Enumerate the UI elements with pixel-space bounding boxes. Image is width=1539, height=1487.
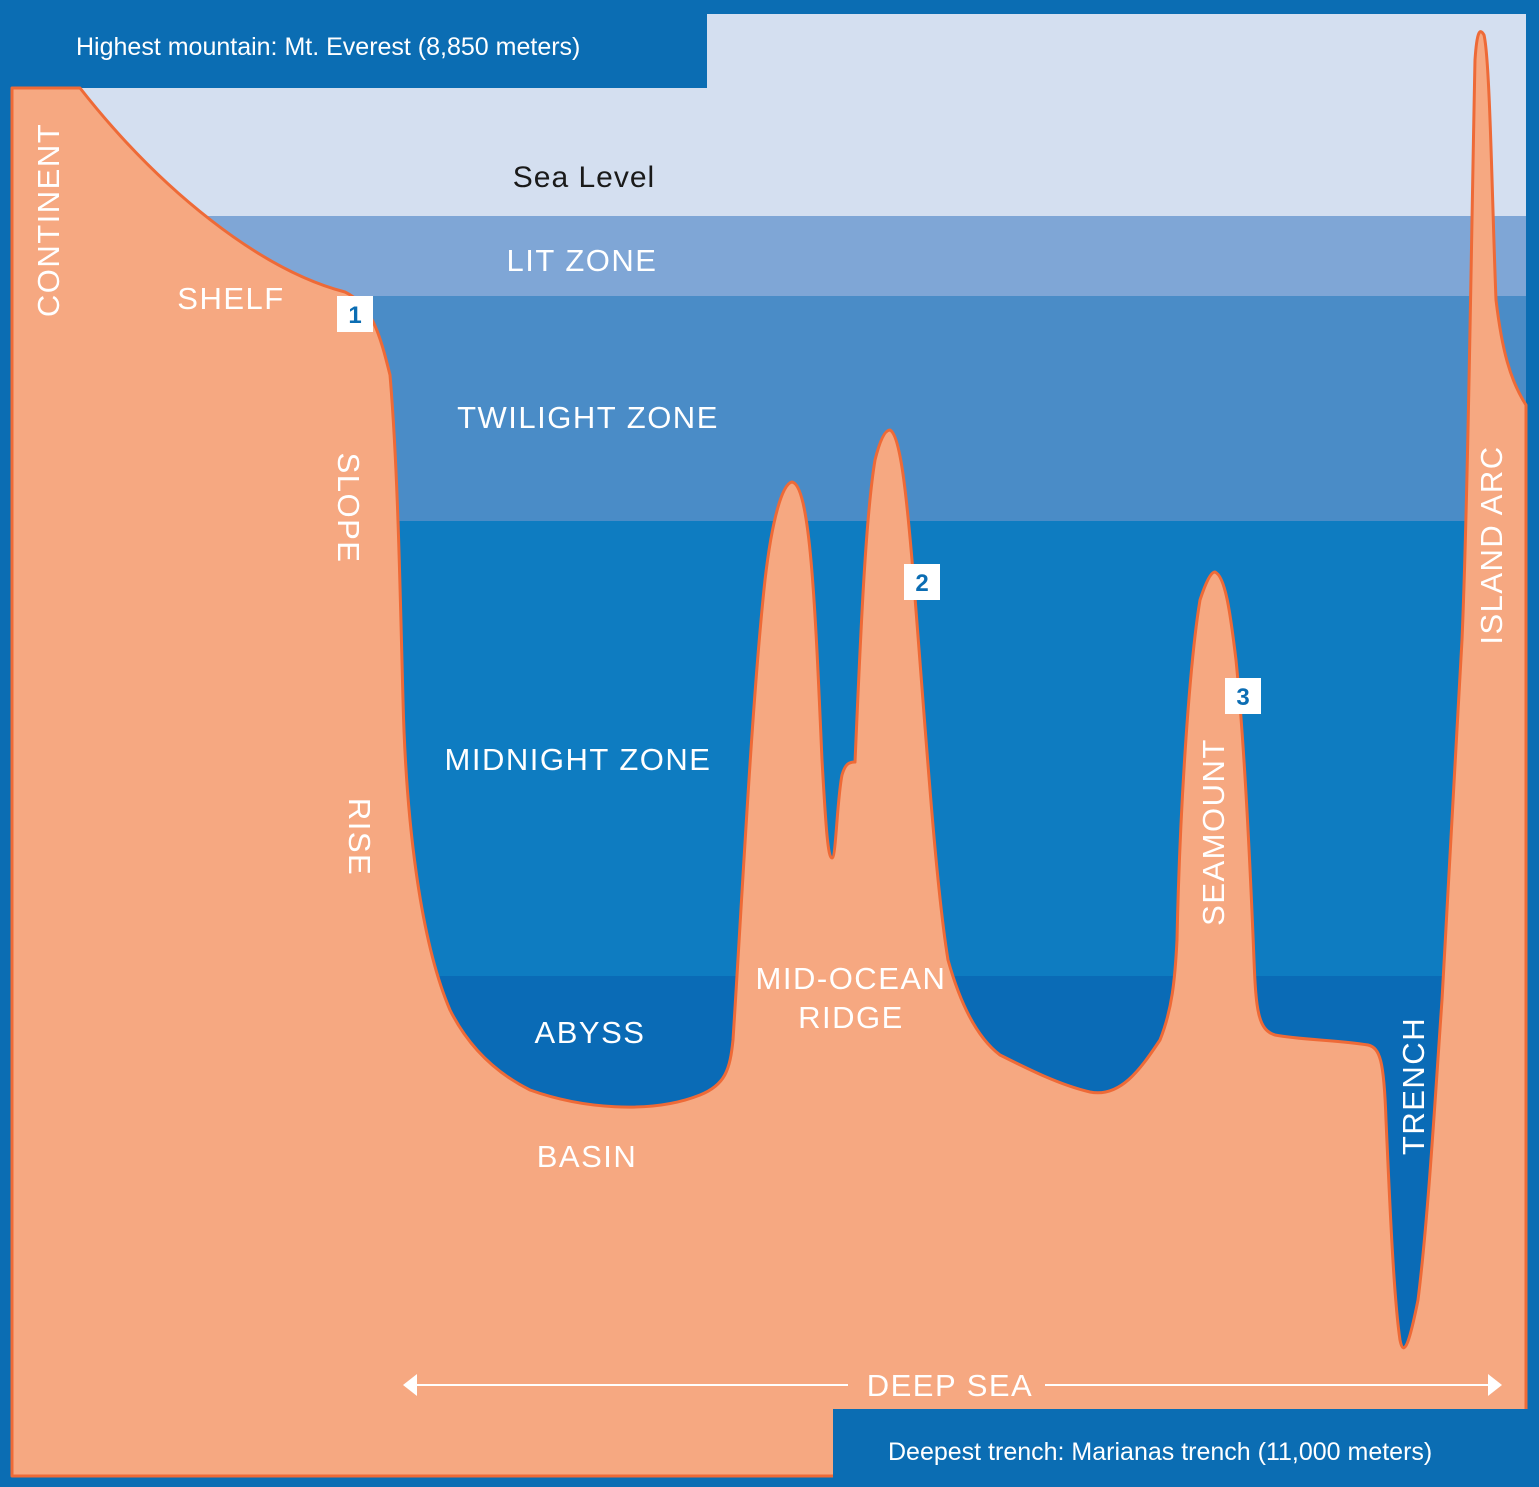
seamount-label: SEAMOUNT (1196, 738, 1231, 926)
footer-text: Deepest trench: Marianas trench (11,000 … (888, 1438, 1432, 1466)
continent-label: CONTINENT (31, 123, 66, 317)
deep-sea-arrow (403, 1374, 1502, 1396)
marker-1: 1 (337, 296, 373, 332)
abyss-label: ABYSS (535, 1015, 646, 1050)
marker-2: 2 (904, 564, 940, 600)
mid-ocean-label: MID-OCEAN (756, 961, 947, 996)
arrow-left-head (403, 1374, 417, 1396)
svg-text:1: 1 (348, 302, 361, 329)
rise-label: RISE (342, 798, 377, 876)
shelf-label: SHELF (177, 281, 284, 316)
deep-sea-label: DEEP SEA (867, 1368, 1034, 1403)
svg-text:2: 2 (915, 570, 928, 597)
marker-3: 3 (1225, 678, 1261, 714)
lit-zone-label: LIT ZONE (507, 243, 658, 278)
ocean-floor (10, 30, 1528, 1478)
sea-level-label: Sea Level (513, 161, 655, 194)
arrow-right-head (1488, 1374, 1502, 1396)
svg-text:3: 3 (1236, 684, 1249, 711)
island-arc-label: ISLAND ARC (1474, 445, 1509, 644)
slope-label: SLOPE (331, 453, 366, 564)
trench-label: TRENCH (1396, 1017, 1431, 1155)
ridge-label: RIDGE (798, 1000, 904, 1035)
footer-box (833, 1409, 1539, 1487)
header-box (0, 0, 707, 88)
basin-label: BASIN (537, 1139, 638, 1174)
twilight-zone-label: TWILIGHT ZONE (457, 400, 719, 435)
header-text: Highest mountain: Mt. Everest (8,850 met… (76, 33, 580, 61)
midnight-zone-label: MIDNIGHT ZONE (445, 742, 712, 777)
